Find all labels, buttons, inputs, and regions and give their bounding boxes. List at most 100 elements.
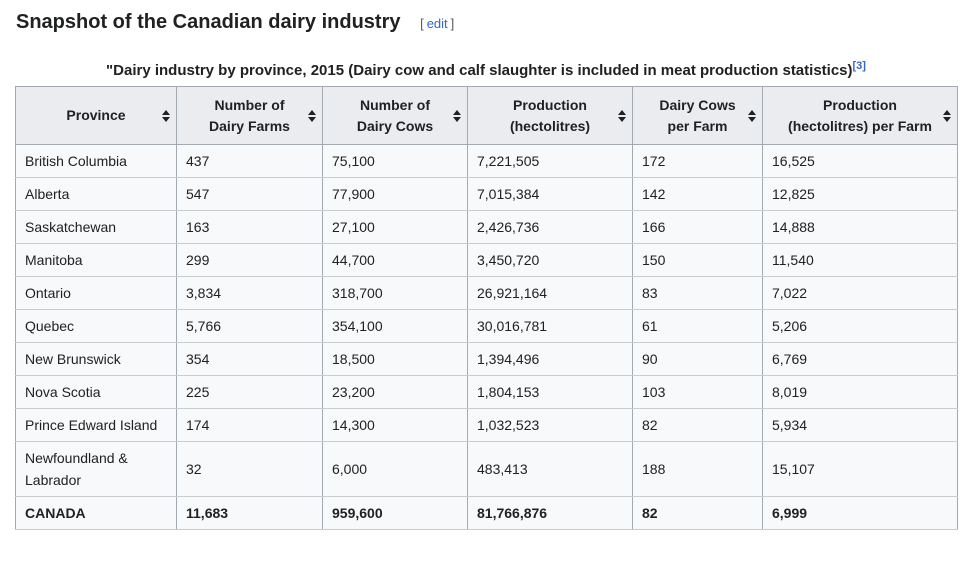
reference-link[interactable]: [3] bbox=[852, 60, 866, 72]
cell-value: 7,022 bbox=[762, 276, 958, 310]
sort-icon bbox=[308, 109, 316, 122]
cell-value: 23,200 bbox=[322, 375, 468, 409]
column-header-label: Dairy Cows per Farm bbox=[659, 96, 736, 134]
column-header-dairy-cows[interactable]: Number of Dairy Cows bbox=[322, 86, 468, 145]
section-heading: Snapshot of the Canadian dairy industry … bbox=[16, 10, 962, 36]
table-row: Manitoba 299 44,700 3,450,720 150 11,540 bbox=[15, 243, 958, 277]
cell-value: 959,600 bbox=[322, 496, 468, 530]
table-row: New Brunswick 354 18,500 1,394,496 90 6,769 bbox=[15, 342, 958, 376]
cell-value: 7,221,505 bbox=[467, 144, 633, 178]
dairy-industry-table: Province Number of Dairy Farms Number of Dai… bbox=[15, 86, 958, 530]
column-header-production[interactable]: Production (hectolitres) bbox=[467, 86, 633, 145]
sort-icon bbox=[453, 109, 461, 122]
cell-value: 5,206 bbox=[762, 309, 958, 343]
header-row: Province Number of Dairy Farms Number of Dai… bbox=[15, 86, 958, 145]
column-header-cows-per-farm[interactable]: Dairy Cows per Farm bbox=[632, 86, 763, 145]
cell-value: 1,394,496 bbox=[467, 342, 633, 376]
cell-value: 5,766 bbox=[176, 309, 323, 343]
cell-province: Ontario bbox=[15, 276, 177, 310]
cell-province: Saskatchewan bbox=[15, 210, 177, 244]
cell-value: 26,921,164 bbox=[467, 276, 633, 310]
cell-value: 77,900 bbox=[322, 177, 468, 211]
cell-province: Manitoba bbox=[15, 243, 177, 277]
cell-value: 82 bbox=[632, 408, 763, 442]
cell-value: 150 bbox=[632, 243, 763, 277]
edit-bracket-close: ] bbox=[450, 16, 455, 31]
cell-province: Prince Edward Island bbox=[15, 408, 177, 442]
table-header: Province Number of Dairy Farms Number of Dai… bbox=[15, 86, 958, 145]
cell-value: 5,934 bbox=[762, 408, 958, 442]
cell-province: New Brunswick bbox=[15, 342, 177, 376]
cell-value: 27,100 bbox=[322, 210, 468, 244]
cell-value: 82 bbox=[632, 496, 763, 530]
cell-province: Newfoundland & Labrador bbox=[15, 441, 177, 497]
cell-value: 16,525 bbox=[762, 144, 958, 178]
cell-value: 299 bbox=[176, 243, 323, 277]
column-header-province[interactable]: Province bbox=[15, 86, 177, 145]
cell-province: British Columbia bbox=[15, 144, 177, 178]
caption-text: "Dairy industry by province, 2015 (Dairy… bbox=[106, 62, 853, 79]
column-header-label: Production (hectolitres) bbox=[509, 96, 591, 134]
cell-value: 547 bbox=[176, 177, 323, 211]
sort-icon bbox=[162, 109, 170, 122]
table-row: Newfoundland & Labrador 32 6,000 483,413 188… bbox=[15, 441, 958, 497]
cell-value: 11,540 bbox=[762, 243, 958, 277]
table-body: British Columbia 437 75,100 7,221,505 172 16,… bbox=[15, 144, 958, 530]
column-header-dairy-farms[interactable]: Number of Dairy Farms bbox=[176, 86, 323, 145]
table-row: Ontario 3,834 318,700 26,921,164 83 7,022 bbox=[15, 276, 958, 310]
cell-value: 32 bbox=[176, 441, 323, 497]
column-header-label: Production (hectolitres) per Farm bbox=[788, 96, 932, 134]
cell-value: 163 bbox=[176, 210, 323, 244]
table-row: Saskatchewan 163 27,100 2,426,736 166 14,888 bbox=[15, 210, 958, 244]
cell-value: 3,450,720 bbox=[467, 243, 633, 277]
column-header-label: Number of Dairy Cows bbox=[356, 96, 434, 134]
cell-value: 7,015,384 bbox=[467, 177, 633, 211]
cell-value: 14,300 bbox=[322, 408, 468, 442]
cell-value: 354 bbox=[176, 342, 323, 376]
cell-value: 2,426,736 bbox=[467, 210, 633, 244]
cell-value: 188 bbox=[632, 441, 763, 497]
cell-value: 225 bbox=[176, 375, 323, 409]
cell-value: 6,000 bbox=[322, 441, 468, 497]
cell-value: 3,834 bbox=[176, 276, 323, 310]
sort-icon bbox=[943, 109, 951, 122]
cell-province: Quebec bbox=[15, 309, 177, 343]
table-row: Nova Scotia 225 23,200 1,804,153 103 8,019 bbox=[15, 375, 958, 409]
cell-value: 483,413 bbox=[467, 441, 633, 497]
cell-value: 8,019 bbox=[762, 375, 958, 409]
cell-value: 1,032,523 bbox=[467, 408, 633, 442]
cell-province: Alberta bbox=[15, 177, 177, 211]
edit-section: [edit] bbox=[420, 16, 454, 31]
cell-value: 1,804,153 bbox=[467, 375, 633, 409]
cell-value: 172 bbox=[632, 144, 763, 178]
table-row: Prince Edward Island 174 14,300 1,032,523 82… bbox=[15, 408, 958, 442]
edit-link[interactable]: edit bbox=[426, 16, 448, 31]
cell-value: 318,700 bbox=[322, 276, 468, 310]
cell-value: 30,016,781 bbox=[467, 309, 633, 343]
table-row: British Columbia 437 75,100 7,221,505 172 16,… bbox=[15, 144, 958, 178]
cell-value: 61 bbox=[632, 309, 763, 343]
cell-province: Nova Scotia bbox=[15, 375, 177, 409]
cell-value: 174 bbox=[176, 408, 323, 442]
cell-value: 90 bbox=[632, 342, 763, 376]
column-header-production-per-farm[interactable]: Production (hectolitres) per Farm bbox=[762, 86, 958, 145]
cell-value: 6,999 bbox=[762, 496, 958, 530]
page-title: Snapshot of the Canadian dairy industry bbox=[16, 11, 401, 33]
table-row: Alberta 547 77,900 7,015,384 142 12,825 bbox=[15, 177, 958, 211]
cell-value: 12,825 bbox=[762, 177, 958, 211]
table-caption: "Dairy industry by province, 2015 (Dairy… bbox=[15, 56, 957, 80]
cell-province: CANADA bbox=[15, 496, 177, 530]
cell-value: 81,766,876 bbox=[467, 496, 633, 530]
cell-value: 83 bbox=[632, 276, 763, 310]
table-row: Quebec 5,766 354,100 30,016,781 61 5,206 bbox=[15, 309, 958, 343]
cell-value: 44,700 bbox=[322, 243, 468, 277]
cell-value: 354,100 bbox=[322, 309, 468, 343]
edit-bracket-open: [ bbox=[420, 16, 424, 31]
cell-value: 6,769 bbox=[762, 342, 958, 376]
sort-icon bbox=[748, 109, 756, 122]
column-header-label: Number of Dairy Farms bbox=[209, 96, 290, 134]
cell-value: 18,500 bbox=[322, 342, 468, 376]
cell-value: 15,107 bbox=[762, 441, 958, 497]
table-row-total: CANADA 11,683 959,600 81,766,876 82 6,999 bbox=[15, 496, 958, 530]
cell-value: 103 bbox=[632, 375, 763, 409]
